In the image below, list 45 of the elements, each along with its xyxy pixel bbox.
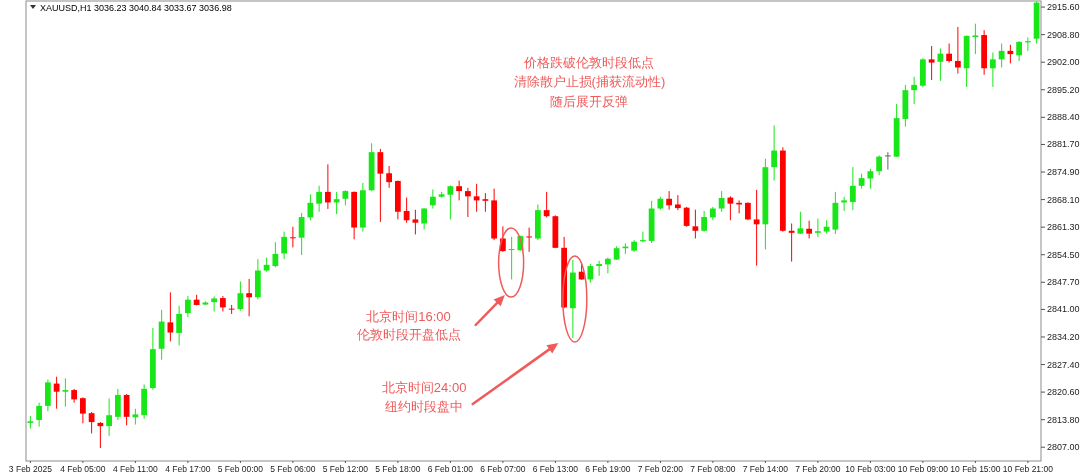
x-tick-label: 7 Feb 14:00 bbox=[742, 463, 789, 473]
annotation: 北京时间24:00 bbox=[381, 379, 467, 395]
x-tick-label: 6 Feb 01:00 bbox=[427, 463, 474, 473]
y-tick-label: 2902.00 bbox=[1047, 57, 1080, 68]
y-tick-label: 2881.70 bbox=[1047, 139, 1080, 150]
x-tick-label: 4 Feb 05:00 bbox=[60, 463, 106, 473]
y-tick-label: 2820.60 bbox=[1047, 387, 1080, 398]
y-tick-label: 2827.40 bbox=[1047, 359, 1080, 370]
y-tick-label: 2861.30 bbox=[1047, 222, 1080, 233]
x-tick-label: 5 Feb 06:00 bbox=[270, 463, 316, 473]
y-tick-label: 2888.40 bbox=[1047, 112, 1080, 123]
annotation: 北京时间16:00 bbox=[366, 308, 451, 324]
y-tick-label: 2895.20 bbox=[1047, 84, 1080, 95]
annotation: 伦敦时段开盘低点 bbox=[356, 327, 461, 342]
y-tick-label: 2841.00 bbox=[1047, 304, 1080, 315]
annotation: 价格跌破伦敦时段低点 bbox=[523, 54, 655, 70]
annotation: 清除散户止损(捕获流动性) bbox=[513, 74, 666, 89]
y-tick-label: 2874.90 bbox=[1047, 167, 1080, 178]
x-tick-label: 4 Feb 11:00 bbox=[113, 463, 159, 473]
y-tick-label: 2868.10 bbox=[1047, 194, 1080, 205]
x-tick-label: 7 Feb 08:00 bbox=[690, 463, 736, 473]
y-tick-label: 2854.50 bbox=[1047, 249, 1080, 260]
y-tick-label: 2813.80 bbox=[1047, 414, 1080, 425]
x-tick-label: 10 Feb 21:00 bbox=[1002, 463, 1054, 473]
x-tick-label: 5 Feb 00:00 bbox=[217, 463, 264, 473]
x-tick-label: 5 Feb 12:00 bbox=[322, 463, 369, 473]
x-tick-label: 6 Feb 13:00 bbox=[532, 463, 579, 473]
x-tick-label: 3 Feb 2025 bbox=[8, 463, 53, 473]
y-tick-label: 2908.80 bbox=[1047, 29, 1080, 40]
chart-title: XAUUSD,H1 3036.23 3040.84 3033.67 3036.98 bbox=[40, 3, 232, 13]
x-tick-label: 10 Feb 09:00 bbox=[897, 463, 949, 473]
y-tick-label: 2807.00 bbox=[1047, 442, 1080, 453]
x-tick-label: 6 Feb 07:00 bbox=[480, 463, 526, 473]
x-tick-label: 4 Feb 17:00 bbox=[165, 463, 211, 473]
x-tick-label: 7 Feb 20:00 bbox=[795, 463, 841, 473]
annotation: 随后展开反弹 bbox=[550, 93, 629, 109]
x-tick-label: 5 Feb 18:00 bbox=[375, 463, 421, 473]
y-tick-label: 2915.60 bbox=[1047, 2, 1080, 13]
y-tick-label: 2834.20 bbox=[1047, 331, 1080, 342]
x-tick-label: 10 Feb 15:00 bbox=[950, 463, 1001, 473]
x-tick-label: 6 Feb 19:00 bbox=[585, 463, 631, 473]
x-tick-label: 10 Feb 03:00 bbox=[845, 463, 896, 473]
x-tick-label: 7 Feb 02:00 bbox=[637, 463, 684, 473]
y-tick-label: 2847.70 bbox=[1047, 277, 1080, 288]
annotation: 纽约时段盘中 bbox=[385, 398, 464, 414]
